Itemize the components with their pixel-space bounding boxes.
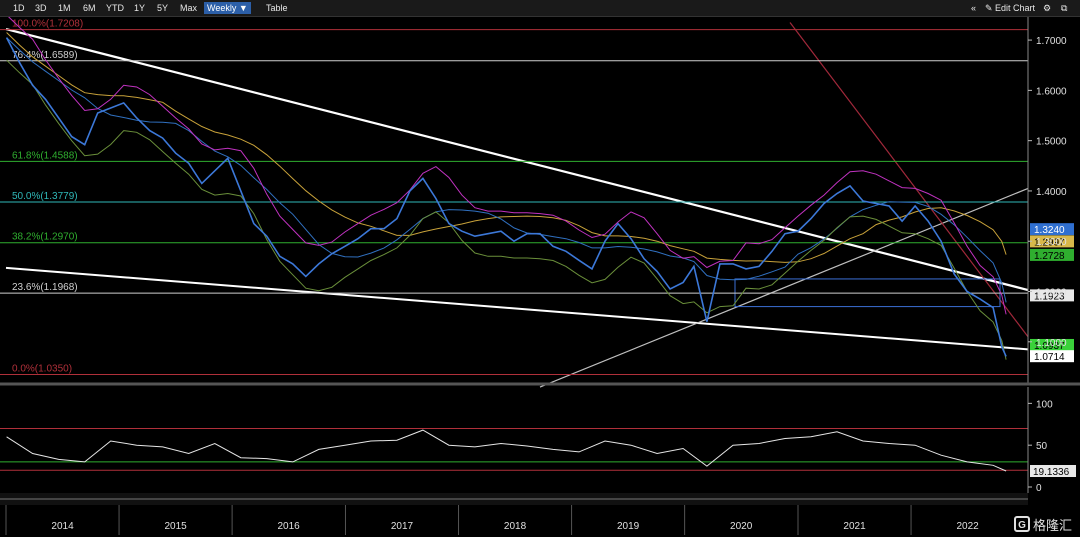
edit-chart-button[interactable]: ✎ Edit Chart <box>985 3 1036 13</box>
rsi-y-tick-label-1: 50 <box>1036 441 1048 452</box>
price-tag-5: 1.0714 <box>1034 352 1065 363</box>
price-y-tick-label-5: 1.2000 <box>1036 288 1067 299</box>
price-y-tick-label-4: 1.3000 <box>1036 237 1067 248</box>
range-1y-button[interactable]: 1Y <box>134 3 146 13</box>
trendline-rising <box>539 187 1029 388</box>
fib-label-2: 61.8%(1.4588) <box>12 150 78 161</box>
watermark: G 格隆汇 <box>1013 514 1072 534</box>
price-y-tick-label-0: 1.7000 <box>1036 36 1067 47</box>
price-line <box>5 37 1007 357</box>
price-y-tick-label-6: 1.1000 <box>1036 338 1067 349</box>
range-1d-button[interactable]: 1D <box>13 3 25 13</box>
range-6m-button[interactable]: 6M <box>83 3 96 13</box>
chart-toolbar: 1D 3D 1M 6M YTD 1Y 5Y Max Weekly ▼ Table… <box>0 0 1080 17</box>
trendline-falling <box>789 22 1029 338</box>
price-y-tick-label-2: 1.5000 <box>1036 137 1067 148</box>
fib-label-5: 23.6%(1.1968) <box>12 282 78 293</box>
trend-lines <box>5 22 1029 388</box>
x-tick-label-2022: 2022 <box>956 521 979 532</box>
fib-label-6: 0.0%(1.0350) <box>12 363 72 374</box>
frequency-dropdown[interactable]: Weekly ▼ <box>204 2 251 14</box>
range-5y-button[interactable]: 5Y <box>157 3 169 13</box>
x-tick-label-2016: 2016 <box>278 521 301 532</box>
price-y-tick-label-1: 1.6000 <box>1036 86 1067 97</box>
price-panel: 100.0%(1.7208) 76.4%(1.6589) 61.8%(1.4588)… <box>0 17 1074 388</box>
price-tag-bg-4 <box>1030 338 1074 351</box>
x-tick-label-2019: 2019 <box>617 521 640 532</box>
export-icon[interactable]: ⧉ <box>1061 3 1068 13</box>
price-tag-bg-2 <box>1030 248 1074 261</box>
table-button[interactable]: Table <box>266 3 288 13</box>
trendline-upper <box>5 27 1029 292</box>
price-y-tick-label-3: 1.4000 <box>1036 187 1067 198</box>
chart-canvas: 100.0%(1.7208) 76.4%(1.6589) 61.8%(1.4588)… <box>0 17 1080 535</box>
price-tag-2: 1.2728 <box>1034 251 1065 262</box>
price-y-axis: 1.7000 1.6000 1.5000 1.4000 1.3000 1.2000 1.10… <box>1027 17 1067 383</box>
bollinger-upper <box>8 17 1007 315</box>
time-x-axis: 2014 2015 2016 2017 2018 2019 2020 2021 2022 <box>5 505 979 535</box>
price-series <box>5 17 1007 360</box>
rsi-value-tag: 19.1336 <box>1030 464 1076 478</box>
x-tick-label-2021: 2021 <box>843 521 866 532</box>
price-tag-bg-0 <box>1030 223 1074 236</box>
x-tick-label-2020: 2020 <box>730 521 753 532</box>
fib-label-0: 100.0%(1.7208) <box>12 19 83 30</box>
range-max-button[interactable]: Max <box>180 3 198 13</box>
price-tag-1: 1.2997 <box>1034 237 1065 248</box>
rsi-line <box>6 429 1007 472</box>
rsi-tag-text: 19.1336 <box>1033 467 1070 478</box>
price-tag-bg-1 <box>1030 235 1074 248</box>
price-tag-bg-3 <box>1030 289 1074 302</box>
rsi-levels <box>0 427 1028 471</box>
moving-average-long <box>6 32 1007 263</box>
x-tick-label-2014: 2014 <box>51 521 74 532</box>
x-tick-label-2015: 2015 <box>164 521 187 532</box>
x-tick-label-2017: 2017 <box>391 521 414 532</box>
settings-gear-icon[interactable]: ⚙ <box>1043 3 1052 13</box>
fibonacci-levels: 100.0%(1.7208) 76.4%(1.6589) 61.8%(1.4588)… <box>0 19 1028 375</box>
x-tick-label-2018: 2018 <box>504 521 527 532</box>
price-tag-bg-5 <box>1030 350 1074 363</box>
rsi-panel: 100 50 0 19.1336 <box>0 387 1076 494</box>
fib-label-4: 38.2%(1.2970) <box>12 232 78 243</box>
price-tag-0: 1.3240 <box>1034 225 1065 236</box>
price-tag-3: 1.1923 <box>1034 291 1065 302</box>
brand-name: 格隆汇 <box>1032 517 1072 533</box>
range-ytd-button[interactable]: YTD <box>106 3 124 13</box>
rsi-y-tick-label-0: 100 <box>1036 399 1053 410</box>
range-1m-button[interactable]: 1M <box>58 3 71 13</box>
rsi-y-tick-label-2: 0 <box>1036 483 1042 494</box>
price-tag-4: 1.0937 <box>1034 341 1065 352</box>
fib-label-3: 50.0%(1.3779) <box>12 191 78 202</box>
bollinger-lower <box>6 59 1007 360</box>
range-3d-button[interactable]: 3D <box>35 3 47 13</box>
rsi-tag-bg <box>1030 464 1076 477</box>
brand-logo-icon: G <box>1013 516 1030 532</box>
rsi-y-axis: 100 50 0 <box>1027 387 1053 494</box>
fib-label-1: 76.4%(1.6589) <box>12 50 78 61</box>
trendline-lower <box>5 266 1029 351</box>
rsi-series <box>6 429 1007 472</box>
collapse-icon[interactable]: « <box>971 3 977 13</box>
